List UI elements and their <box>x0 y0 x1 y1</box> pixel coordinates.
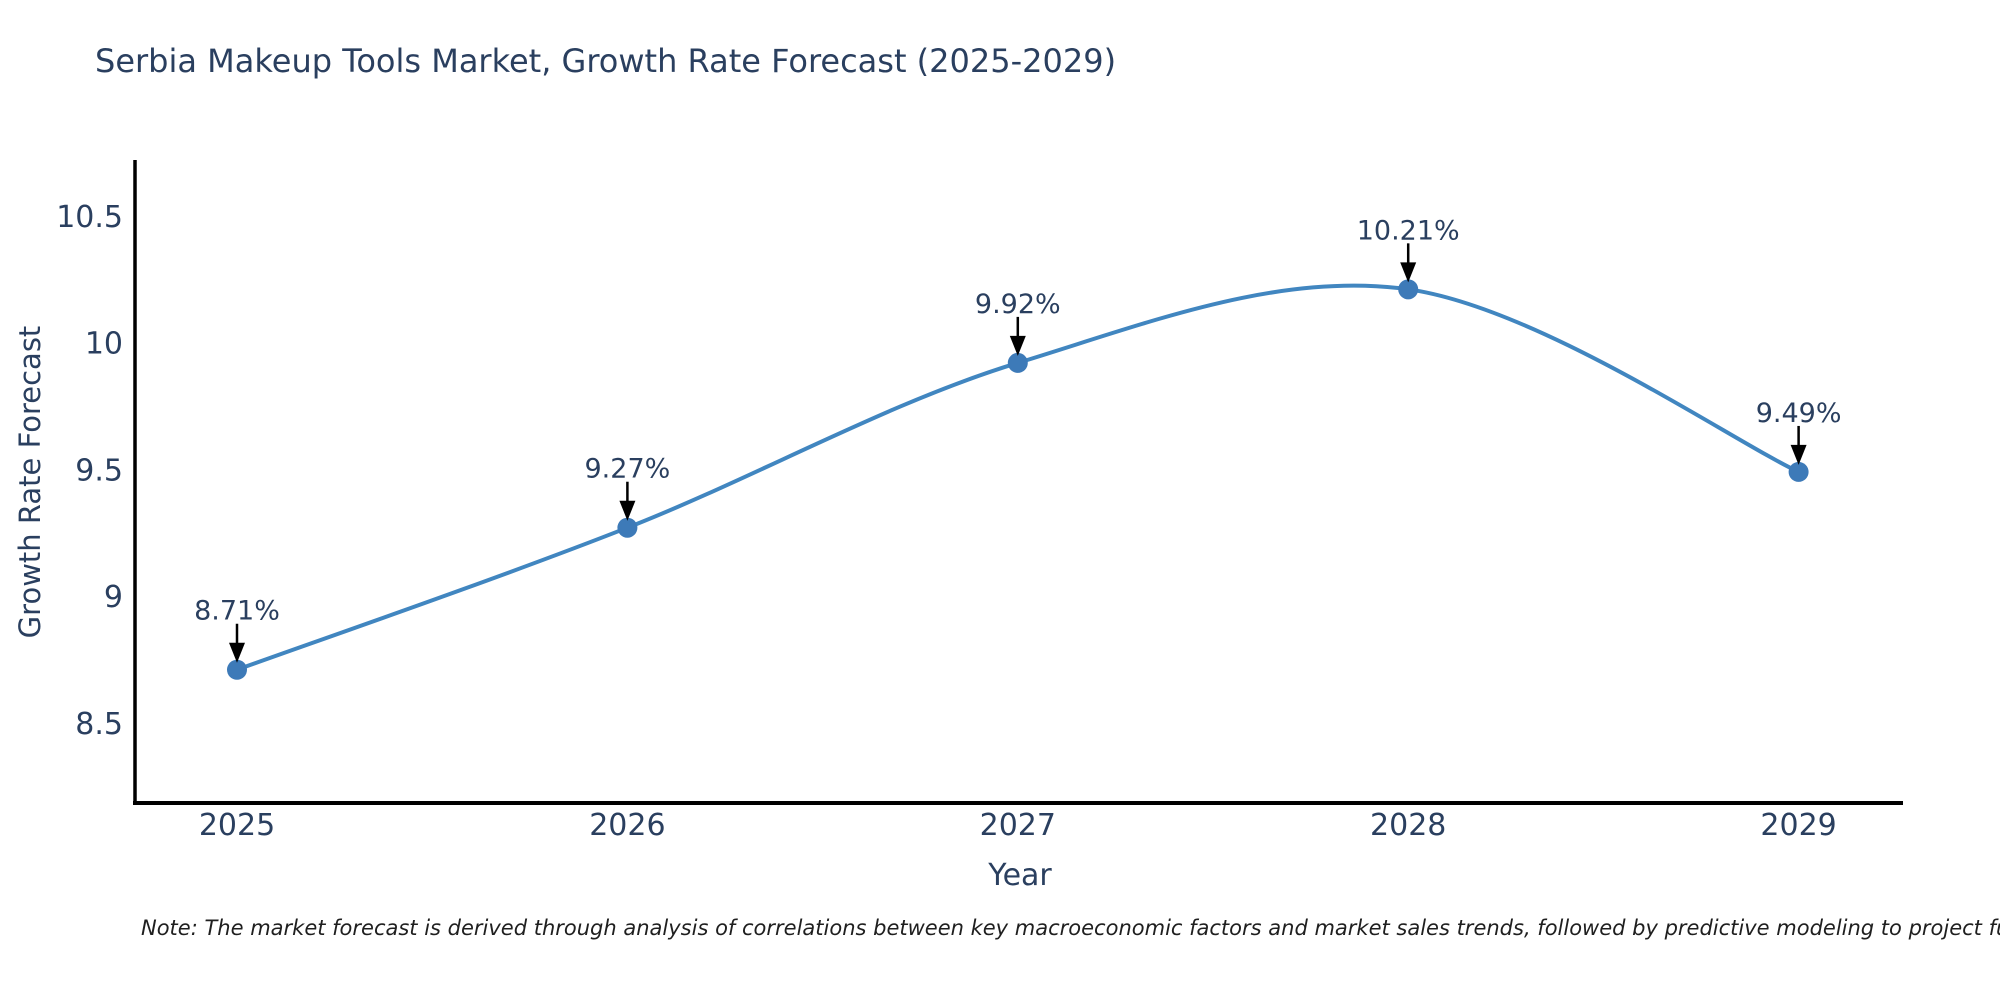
footnote: Note: The market forecast is derived thr… <box>141 916 2000 940</box>
y-tick-label: 10.5 <box>56 200 123 235</box>
x-tick-label: 2025 <box>199 808 275 843</box>
x-tick-label: 2028 <box>1370 808 1446 843</box>
annotation-arrow-head <box>229 642 245 663</box>
data-point-label: 9.92% <box>975 289 1061 320</box>
data-point-marker <box>227 659 247 680</box>
y-tick-label: 9.5 <box>75 453 123 488</box>
annotation-arrow-head <box>619 500 636 521</box>
data-point-label: 10.21% <box>1357 215 1460 246</box>
y-tick-label: 8.5 <box>75 707 123 742</box>
data-point-label: 9.27% <box>585 454 671 485</box>
data-point-marker <box>1788 461 1809 482</box>
y-tick-label: 9 <box>104 580 123 615</box>
x-axis-title: Year <box>988 858 1052 893</box>
data-point-label: 8.71% <box>194 596 280 627</box>
chart-title: Serbia Makeup Tools Market, Growth Rate … <box>95 42 1117 80</box>
data-point-marker <box>1007 352 1028 373</box>
y-tick-label: 10 <box>85 327 123 362</box>
annotation-arrow-head <box>1400 262 1417 283</box>
x-tick-label: 2026 <box>589 808 665 843</box>
x-tick-label: 2027 <box>980 808 1056 843</box>
x-tick-label: 2029 <box>1760 808 1836 843</box>
data-point-marker <box>617 517 638 538</box>
annotation-arrow-head <box>1009 335 1026 356</box>
annotation-arrow-head <box>1790 444 1807 465</box>
data-point-marker <box>1398 279 1419 300</box>
data-point-label: 9.49% <box>1756 398 1842 429</box>
